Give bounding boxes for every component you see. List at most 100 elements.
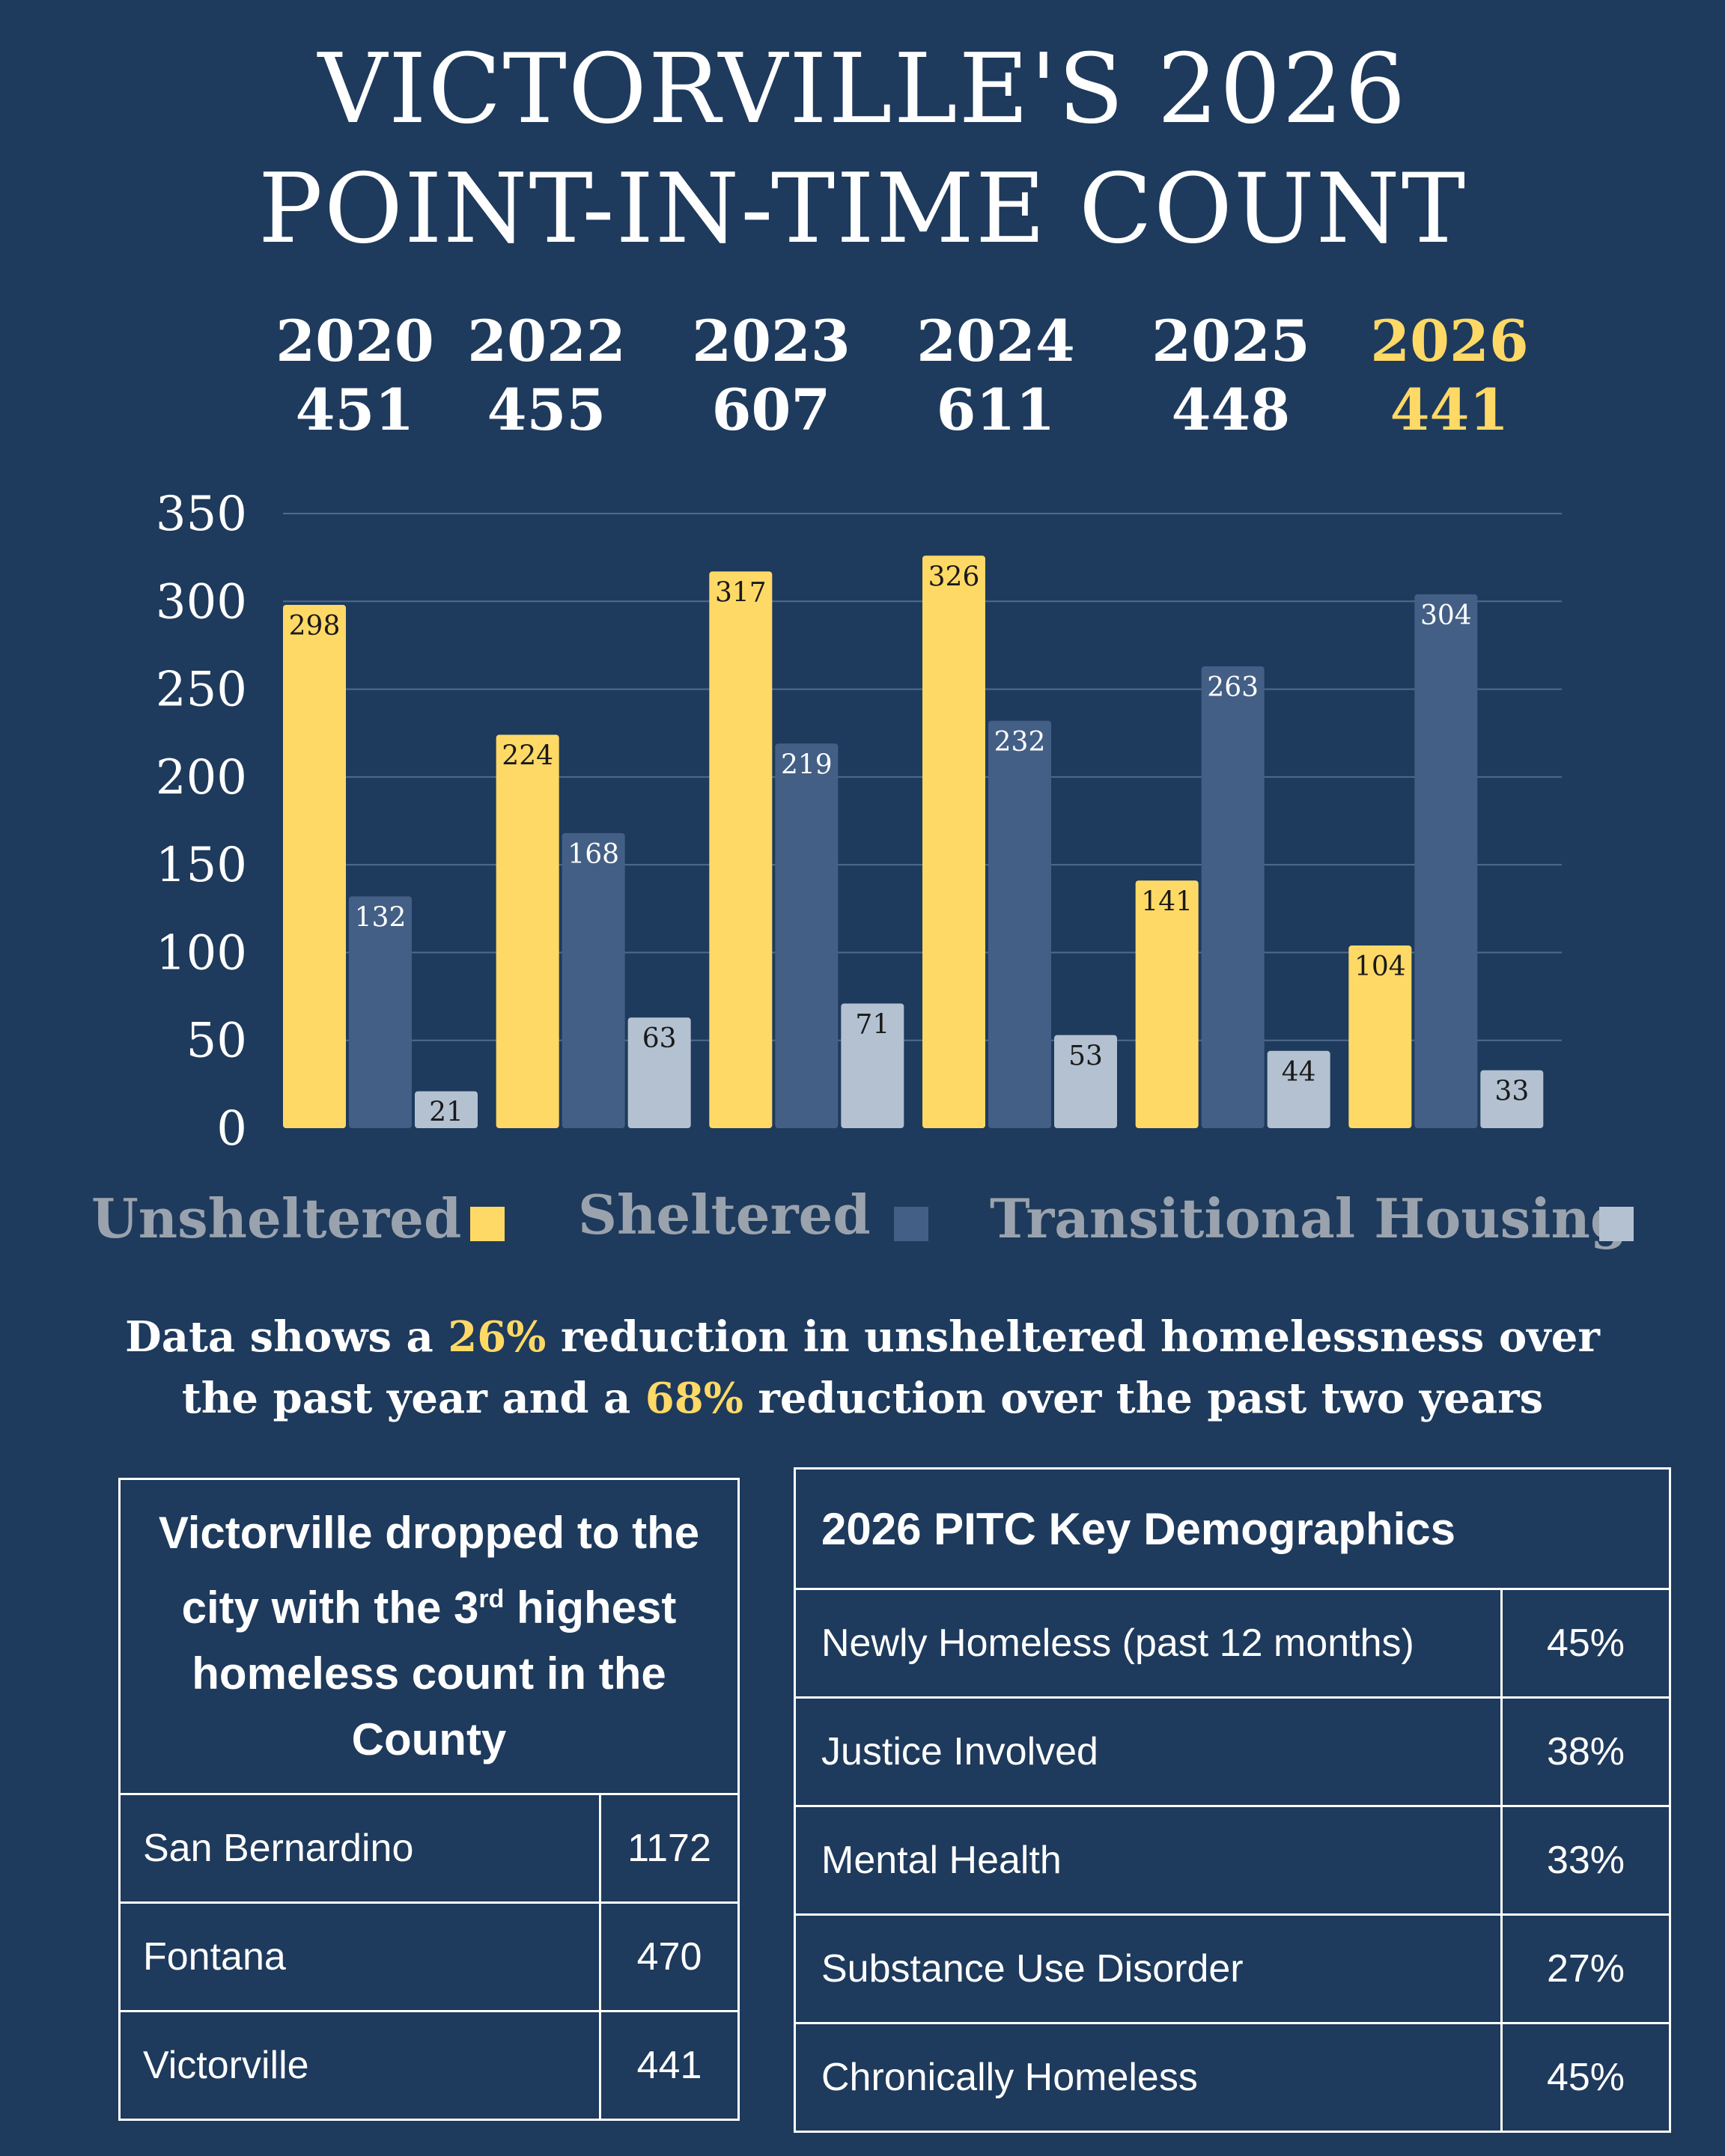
year-total: 607 bbox=[711, 377, 831, 443]
bar-unsheltered bbox=[496, 734, 559, 1128]
y-tick-label: 250 bbox=[156, 663, 247, 718]
y-tick-label: 0 bbox=[216, 1101, 247, 1157]
year-label: 2024 bbox=[916, 308, 1075, 374]
legend-label-sheltered: Sheltered bbox=[578, 1183, 871, 1246]
year-label: 2022 bbox=[467, 308, 626, 374]
table-header-row: 2026 PITC Key Demographics bbox=[794, 1467, 1671, 1590]
bar-value-label: 33 bbox=[1494, 1077, 1529, 1107]
bar-sheltered bbox=[1414, 594, 1478, 1128]
county-ranking-table: Victorville dropped to the city with the… bbox=[118, 1478, 740, 2121]
bar-value-label: 21 bbox=[429, 1097, 463, 1128]
y-tick-label: 350 bbox=[156, 487, 247, 542]
bar-sheltered bbox=[775, 743, 839, 1128]
summary-text-part: reduction over the past two years bbox=[743, 1374, 1544, 1423]
summary-pct-1: 26% bbox=[448, 1312, 547, 1362]
year-total-2022: 2022 455 bbox=[449, 307, 644, 445]
bar-unsheltered bbox=[922, 555, 985, 1128]
page-title: VICTORVILLE'S 2026 POINT-IN-TIME COUNT bbox=[0, 30, 1725, 270]
year-total: 611 bbox=[936, 377, 1056, 443]
bar-sheltered bbox=[988, 720, 1051, 1128]
year-total: 455 bbox=[487, 377, 606, 443]
ranking-heading-sup: rd bbox=[478, 1585, 505, 1613]
title-line-2: POINT-IN-TIME COUNT bbox=[258, 153, 1467, 265]
bar-sheltered bbox=[349, 896, 412, 1128]
y-tick-label: 200 bbox=[156, 750, 247, 806]
bar-value-label: 219 bbox=[781, 749, 833, 780]
bar-value-label: 232 bbox=[994, 727, 1046, 758]
bar-value-label: 168 bbox=[568, 839, 619, 870]
table-row: San Bernardino 1172 bbox=[118, 1793, 740, 1904]
bar-unsheltered bbox=[1348, 945, 1412, 1128]
table-header-row: Victorville dropped to the city with the… bbox=[118, 1478, 740, 1795]
bar-transitional-housing bbox=[415, 1091, 478, 1128]
summary-text-part: the past year and a bbox=[181, 1374, 645, 1423]
demographic-name: Justice Involved bbox=[794, 1696, 1503, 1807]
bar-transitional-housing bbox=[627, 1017, 691, 1128]
legend-swatch-unsheltered bbox=[470, 1207, 505, 1241]
summary-pct-2: 68% bbox=[645, 1374, 743, 1423]
ranking-heading-text: highest homeless count in the County bbox=[192, 1583, 677, 1764]
city-name: San Bernardino bbox=[118, 1793, 601, 1904]
city-count: 1172 bbox=[599, 1793, 740, 1904]
bar-value-label: 104 bbox=[1354, 951, 1406, 982]
year-total: 448 bbox=[1171, 377, 1291, 443]
summary-text: Data shows a 26% reduction in unsheltere… bbox=[0, 1306, 1725, 1429]
bar-value-label: 132 bbox=[355, 902, 407, 933]
summary-line-1: Data shows a 26% reduction in unsheltere… bbox=[0, 1306, 1725, 1368]
summary-text-part: reduction in unsheltered homelessness ov… bbox=[546, 1312, 1600, 1362]
bar-transitional-housing bbox=[1054, 1035, 1117, 1128]
table-row: Mental Health 33% bbox=[794, 1805, 1671, 1916]
y-tick-label: 50 bbox=[186, 1014, 247, 1069]
demographic-name: Substance Use Disorder bbox=[794, 1913, 1503, 2024]
bar-value-label: 63 bbox=[642, 1023, 677, 1054]
demographic-value: 33% bbox=[1500, 1805, 1671, 1916]
bar-sheltered bbox=[1201, 666, 1265, 1128]
year-label: 2026 bbox=[1370, 308, 1529, 374]
y-tick-label: 100 bbox=[156, 925, 247, 981]
bar-value-label: 326 bbox=[928, 561, 980, 592]
demographic-value: 38% bbox=[1500, 1696, 1671, 1807]
year-label: 2025 bbox=[1151, 308, 1310, 374]
legend-label-transitional: Transitional Housing bbox=[990, 1187, 1628, 1250]
bar-value-label: 44 bbox=[1282, 1057, 1316, 1088]
summary-text-part: Data shows a bbox=[125, 1312, 448, 1362]
demographic-value: 45% bbox=[1500, 1588, 1671, 1699]
bar-value-label: 317 bbox=[715, 577, 767, 608]
year-label: 2020 bbox=[276, 308, 434, 374]
legend-label-unsheltered: Unsheltered bbox=[91, 1187, 462, 1250]
year-total-2020: 2020 451 bbox=[258, 307, 452, 445]
city-count: 441 bbox=[599, 2010, 740, 2121]
bar-unsheltered bbox=[709, 571, 773, 1128]
year-total-2026: 2026 441 bbox=[1352, 307, 1547, 445]
table-row: Victorville 441 bbox=[118, 2010, 740, 2121]
y-tick-label: 300 bbox=[156, 574, 247, 630]
year-label: 2023 bbox=[692, 308, 851, 374]
bar-value-label: 71 bbox=[855, 1009, 889, 1040]
table-row: Substance Use Disorder 27% bbox=[794, 1913, 1671, 2024]
bar-value-label: 53 bbox=[1068, 1041, 1103, 1072]
year-total-2025: 2025 448 bbox=[1134, 307, 1328, 445]
bar-transitional-housing bbox=[1267, 1050, 1330, 1128]
demographics-table: 2026 PITC Key Demographics Newly Homeles… bbox=[794, 1467, 1671, 2133]
legend-swatch-transitional bbox=[1599, 1207, 1634, 1241]
bar-sheltered bbox=[562, 832, 625, 1128]
demographic-name: Newly Homeless (past 12 months) bbox=[794, 1588, 1503, 1699]
year-total-2023: 2023 607 bbox=[674, 307, 868, 445]
bar-transitional-housing bbox=[841, 1003, 904, 1128]
year-total-2024: 2024 611 bbox=[898, 307, 1093, 445]
table-row: Fontana 470 bbox=[118, 1901, 740, 2012]
legend-swatch-sheltered bbox=[894, 1207, 928, 1241]
city-name: Fontana bbox=[118, 1901, 601, 2012]
bar-transitional-housing bbox=[1480, 1070, 1544, 1128]
title-line-1: VICTORVILLE'S 2026 bbox=[317, 34, 1408, 145]
demographic-name: Mental Health bbox=[794, 1805, 1503, 1916]
demographic-value: 45% bbox=[1500, 2022, 1671, 2133]
bar-value-label: 224 bbox=[502, 741, 553, 772]
bar-unsheltered bbox=[1135, 880, 1199, 1128]
table-row: Newly Homeless (past 12 months) 45% bbox=[794, 1588, 1671, 1699]
demographic-value: 27% bbox=[1500, 1913, 1671, 2024]
table-row: Chronically Homeless 45% bbox=[794, 2022, 1671, 2133]
demographic-name: Chronically Homeless bbox=[794, 2022, 1503, 2133]
table-row: Justice Involved 38% bbox=[794, 1696, 1671, 1807]
city-name: Victorville bbox=[118, 2010, 601, 2121]
